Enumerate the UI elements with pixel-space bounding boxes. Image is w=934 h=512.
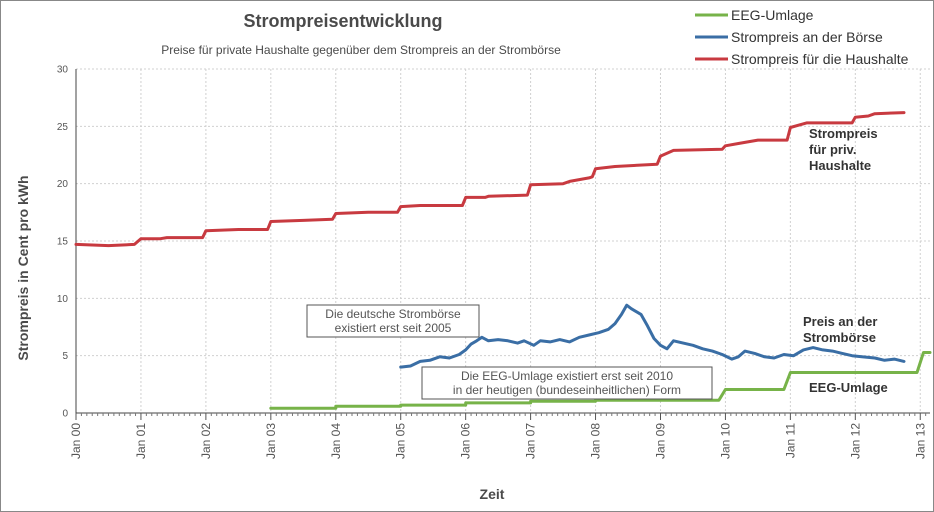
y-axis: 0 5 10 15 20 25 30 bbox=[57, 65, 69, 420]
x-tick-label: Jan 10 bbox=[718, 423, 732, 459]
y-tick-label: 20 bbox=[57, 179, 69, 190]
y-tick-label: 25 bbox=[57, 122, 69, 133]
series-end-label: Strompreis bbox=[809, 126, 878, 141]
x-tick-label: Jan 06 bbox=[459, 423, 473, 459]
x-axis: Jan 00 Jan 01 Jan 02 Jan 03 Jan 04 Jan 05 Jan … bbox=[69, 413, 927, 459]
annotation-note: Die EEG-Umlage existiert erst seit 2010i… bbox=[421, 366, 713, 400]
x-tick-label: Jan 07 bbox=[524, 423, 538, 459]
legend: EEG-Umlage Strompreis an der Börse Strompr… bbox=[695, 7, 909, 67]
y-tick-label: 10 bbox=[57, 294, 69, 305]
plot-frame bbox=[75, 69, 930, 414]
y-tick-label: 15 bbox=[57, 237, 69, 248]
y-axis-title: Strompreis in Cent pro kWh bbox=[15, 175, 31, 360]
legend-label: EEG-Umlage bbox=[731, 7, 814, 23]
series-end-label: für priv. bbox=[809, 142, 856, 157]
annotation-text: existiert erst seit 2005 bbox=[335, 321, 452, 335]
x-tick-label: Jan 12 bbox=[848, 423, 862, 459]
x-tick-label: Jan 13 bbox=[913, 423, 927, 459]
chart-title: Strompreisentwicklung bbox=[243, 11, 442, 31]
chart-subtitle: Preise für private Haushalte gegenüber d… bbox=[161, 43, 561, 57]
series-end-label: Strombörse bbox=[803, 330, 876, 345]
series-line bbox=[269, 351, 932, 410]
series-line bbox=[399, 303, 906, 369]
series-line bbox=[74, 111, 906, 248]
x-tick-label: Jan 05 bbox=[394, 423, 408, 459]
grid bbox=[76, 68, 930, 413]
annotation-box bbox=[306, 304, 480, 338]
series-end-label: EEG-Umlage bbox=[809, 380, 888, 395]
x-tick-label: Jan 08 bbox=[589, 423, 603, 459]
x-tick-label: Jan 11 bbox=[783, 423, 797, 458]
legend-label: Strompreis an der Börse bbox=[731, 29, 883, 45]
legend-label: Strompreis für die Haushalte bbox=[731, 51, 909, 67]
series-end-label: Haushalte bbox=[809, 158, 871, 173]
x-tick-label: Jan 02 bbox=[199, 423, 213, 459]
annotation-text: Die EEG-Umlage existiert erst seit 2010 bbox=[461, 369, 673, 383]
x-tick-label: Jan 03 bbox=[264, 423, 278, 459]
x-tick-label: Jan 00 bbox=[69, 423, 83, 459]
y-tick-label: 5 bbox=[62, 351, 68, 362]
y-tick-label: 30 bbox=[57, 65, 69, 76]
x-tick-label: Jan 04 bbox=[329, 423, 343, 459]
annotation-text: Die deutsche Strombörse bbox=[325, 307, 461, 321]
x-tick-label: Jan 01 bbox=[134, 423, 148, 459]
x-tick-label: Jan 09 bbox=[653, 423, 667, 459]
y-tick-label: 0 bbox=[62, 409, 68, 420]
x-axis-title: Zeit bbox=[480, 486, 505, 502]
annotation-box bbox=[421, 366, 713, 400]
series-lines bbox=[74, 111, 932, 410]
annotation-text: in der heutigen (bundeseinheitlichen) Fo… bbox=[453, 383, 681, 397]
series-end-label: Preis an der bbox=[803, 314, 877, 329]
